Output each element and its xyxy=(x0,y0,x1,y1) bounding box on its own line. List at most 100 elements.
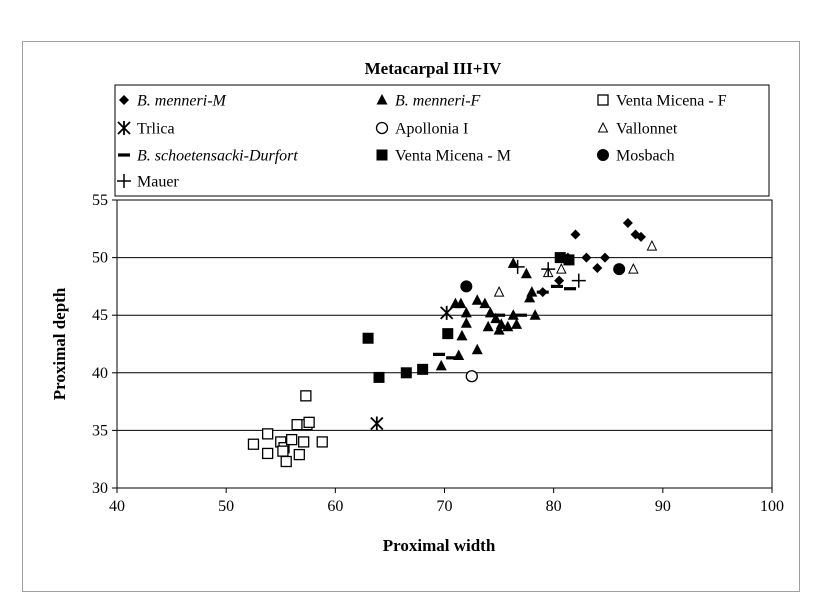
y-tick-label: 30 xyxy=(92,480,108,497)
legend-box xyxy=(114,84,770,197)
chart-title: Metacarpal III+IV xyxy=(365,59,502,78)
data-point xyxy=(536,290,549,294)
data-point xyxy=(460,317,472,328)
data-point xyxy=(646,239,658,251)
axes: 30 35 40 45 50 55 40 50 60 70 80 90 100 xyxy=(92,192,784,515)
data-point xyxy=(446,356,459,360)
data-point xyxy=(520,267,532,279)
data-point xyxy=(555,263,567,274)
legend-entry: B. schoetensacki-Durfort xyxy=(118,148,298,165)
series-trlica xyxy=(370,305,454,431)
data-point xyxy=(247,438,260,450)
chart-frame: Metacarpal III+IV B. menneri-M B. menneri… xyxy=(22,41,800,592)
data-point xyxy=(370,416,384,431)
data-point xyxy=(599,252,610,263)
data-point xyxy=(433,352,446,356)
legend-entry: Vallonnet xyxy=(597,121,678,138)
data-point xyxy=(554,275,565,286)
data-point xyxy=(550,284,563,288)
data-point xyxy=(524,291,536,303)
data-point xyxy=(277,445,289,457)
x-tick-label: 80 xyxy=(546,498,562,515)
data-point xyxy=(511,318,523,329)
series-apollonia-i xyxy=(465,370,478,383)
data-point xyxy=(456,329,468,341)
legend-marker xyxy=(375,121,389,135)
legend-marker xyxy=(376,94,388,105)
y-tick-label: 35 xyxy=(92,422,108,439)
data-point xyxy=(482,320,494,332)
legend-entry: B. menneri-M xyxy=(119,93,228,110)
legend-entry: Venta Micena - F xyxy=(597,93,727,110)
scatter-chart: Metacarpal III+IV B. menneri-M B. menneri… xyxy=(50,59,784,555)
data-point xyxy=(529,309,541,320)
data-point xyxy=(435,359,447,371)
data-point xyxy=(507,309,519,320)
data-point xyxy=(362,332,374,344)
data-point xyxy=(460,306,472,318)
series-venta-micena-m xyxy=(362,252,575,383)
data-point xyxy=(440,305,454,320)
legend-label: Mauer xyxy=(137,174,179,191)
legend-entry: Mosbach xyxy=(597,148,675,165)
data-point xyxy=(316,436,328,448)
data-point xyxy=(280,455,292,468)
data-point xyxy=(622,218,633,229)
data-point xyxy=(479,297,491,309)
legend-label: Venta Micena - M xyxy=(395,148,511,165)
y-tick-label: 55 xyxy=(92,192,108,209)
x-tick-label: 70 xyxy=(437,498,453,515)
x-tick-label: 90 xyxy=(655,498,671,515)
legend-marker xyxy=(117,121,131,135)
data-point xyxy=(507,257,519,268)
series-venta-micena-f xyxy=(247,390,328,468)
series-mosbach xyxy=(460,263,626,293)
x-tick-label: 100 xyxy=(760,498,784,515)
data-point xyxy=(493,286,505,297)
data-point xyxy=(261,447,274,460)
legend-label: Mosbach xyxy=(616,148,675,165)
data-point xyxy=(514,313,527,317)
data-point xyxy=(286,433,298,446)
data-point xyxy=(581,252,592,263)
data-point xyxy=(303,416,315,428)
data-point xyxy=(465,370,478,383)
data-point xyxy=(541,262,556,277)
legend-label: B. schoetensacki-Durfort xyxy=(137,148,298,165)
legend-entry: Mauer xyxy=(117,174,179,191)
legend-marker xyxy=(117,174,131,188)
x-tick-label: 40 xyxy=(109,498,125,515)
legend-marker xyxy=(597,121,609,133)
y-tick-label: 50 xyxy=(92,250,108,267)
data-point xyxy=(460,280,473,293)
legend-marker xyxy=(118,153,130,157)
series-mauer xyxy=(510,259,586,288)
data-point xyxy=(471,294,483,305)
data-point xyxy=(300,390,312,402)
legend-label: Vallonnet xyxy=(616,121,678,138)
legend-marker xyxy=(376,149,388,161)
legend-entry: Apollonia I xyxy=(375,121,468,138)
data-point xyxy=(564,287,577,291)
legend-marker xyxy=(119,95,129,105)
data-point xyxy=(291,418,303,431)
data-point xyxy=(592,262,603,273)
legend-label: Venta Micena - F xyxy=(616,93,727,110)
data-point xyxy=(510,259,525,274)
series-b-schoetensacki-durfort xyxy=(433,284,577,360)
y-axis-label: Proximal depth xyxy=(50,287,69,400)
x-tick-label: 50 xyxy=(218,498,234,515)
data-point xyxy=(417,363,429,375)
y-tick-label: 45 xyxy=(92,307,108,324)
legend-label: B. menneri-F xyxy=(395,93,481,110)
data-points xyxy=(247,218,658,468)
data-point xyxy=(442,328,454,340)
data-point xyxy=(613,263,626,276)
legend: B. menneri-M B. menneri-F Venta Micena - F… xyxy=(114,84,770,197)
legend-marker xyxy=(597,94,609,106)
data-point xyxy=(493,313,506,317)
legend-marker xyxy=(597,149,609,161)
data-point xyxy=(493,324,505,335)
legend-label: Apollonia I xyxy=(395,121,468,138)
data-point xyxy=(261,428,274,440)
